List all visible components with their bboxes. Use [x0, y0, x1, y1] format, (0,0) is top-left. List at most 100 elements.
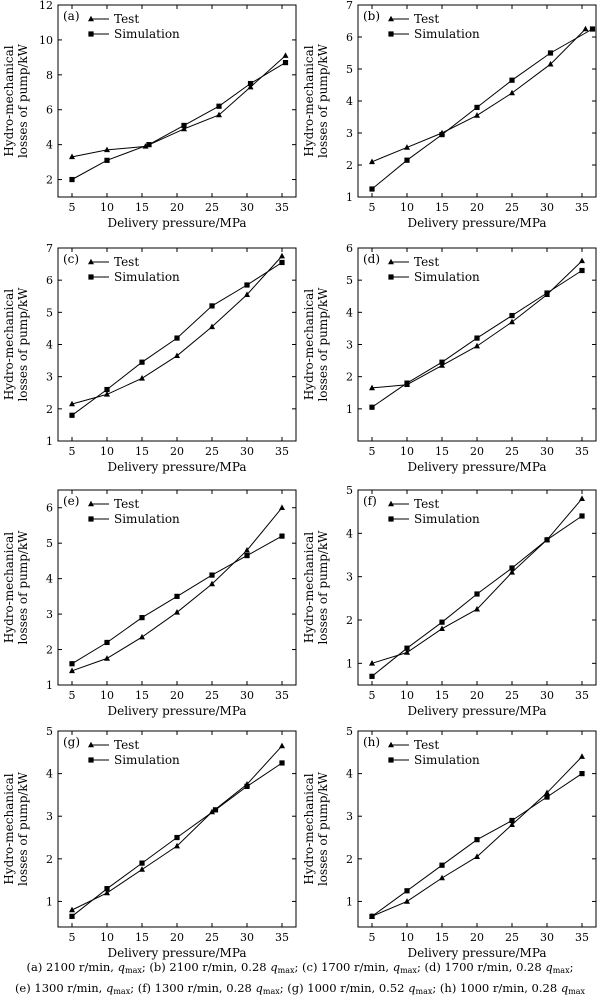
y-tick-label: 4: [46, 573, 53, 586]
x-tick-label: 30: [240, 689, 254, 702]
x-tick-label: 30: [540, 201, 554, 214]
legend-entry-test: Test: [88, 255, 139, 269]
y-axis-label-line-1: Hydro-mechanical: [2, 289, 16, 400]
series-test: [369, 25, 589, 165]
x-tick-label: 5: [369, 689, 376, 702]
data-point-simulation: [174, 834, 180, 841]
chart-panel-a: 5 10 15 20 25 30 35 2 4 6 8 10 12 Delivery pressure/M…: [2, 0, 297, 230]
x-axis-label: Delivery pressure/MPa: [107, 460, 246, 474]
x-tick-label: 10: [100, 201, 114, 214]
data-point-simulation: [439, 132, 445, 138]
legend-marker-triangle: [388, 15, 394, 22]
data-point-test: [69, 153, 75, 160]
data-point-simulation: [369, 404, 375, 410]
y-tick-label: 3: [346, 127, 353, 140]
data-point-test: [209, 323, 215, 330]
data-point-simulation: [579, 267, 585, 274]
data-point-simulation: [244, 282, 250, 288]
legend-label: Test: [114, 12, 139, 26]
data-point-test: [181, 125, 187, 132]
x-axis-label: Delivery pressure/MPa: [107, 704, 246, 718]
x-tick-label: 20: [470, 689, 484, 702]
legend-entry-test: Test: [388, 12, 439, 26]
caption-c: (c) 1700 r/min, qmax;: [302, 960, 425, 975]
data-point-simulation: [174, 593, 180, 599]
data-point-simulation: [474, 591, 480, 597]
x-tick-label: 5: [69, 201, 76, 214]
chart-panel-d: 5 10 15 20 25 30 35 1 2 3 4 5 6 Delivery pressure/MPa…: [302, 242, 597, 474]
x-axis-label: Delivery pressure/MPa: [107, 946, 246, 960]
x-tick-label: 25: [205, 689, 219, 702]
x-tick-label: 35: [575, 689, 589, 702]
x-tick-label: 15: [135, 689, 149, 702]
y-axis-label-line-1: Hydro-mechanical: [2, 532, 16, 643]
y-tick-label: 5: [46, 537, 53, 550]
data-point-simulation: [544, 794, 550, 800]
series-line-simulation: [371, 28, 593, 190]
y-tick-label: 4: [46, 768, 53, 781]
legend-entry-test: Test: [88, 738, 139, 752]
x-tick-label: 25: [505, 445, 519, 458]
legend-marker-square: [388, 757, 394, 763]
y-tick-label: 3: [346, 810, 353, 823]
data-point-test: [282, 52, 289, 58]
data-point-test: [474, 112, 480, 118]
legend-label: Simulation: [414, 27, 480, 41]
x-tick-label: 20: [470, 931, 484, 944]
series-simulation: [369, 26, 596, 192]
legend-marker-square: [88, 516, 94, 522]
panel-label: (b): [363, 9, 380, 23]
y-tick-label: 6: [46, 502, 53, 515]
legend-entry-test: Test: [88, 497, 139, 511]
data-point-simulation: [69, 412, 75, 418]
data-point-simulation: [69, 176, 75, 183]
x-axis-label: Delivery pressure/MPa: [407, 216, 546, 230]
data-point-simulation: [282, 60, 289, 66]
series-simulation: [369, 513, 585, 679]
legend-entry-simulation: Simulation: [88, 27, 180, 41]
legend-label: Test: [114, 497, 139, 511]
y-tick-label: 8: [46, 69, 53, 82]
series-simulation: [369, 771, 585, 919]
x-tick-label: 20: [470, 445, 484, 458]
data-point-simulation: [439, 862, 445, 868]
y-axis-label-line-2: losses of pump/kW: [316, 771, 330, 886]
x-axis-label: Delivery pressure/MPa: [407, 460, 546, 474]
data-point-test: [509, 821, 515, 828]
y-axis-label-line-1: Hydro-mechanical: [2, 773, 16, 884]
data-point-simulation: [181, 122, 187, 129]
panel-label: (h): [363, 735, 380, 749]
series-simulation: [69, 60, 289, 183]
y-tick-label: 7: [46, 242, 53, 255]
y-axis-label-line-2: losses of pump/kW: [16, 771, 30, 886]
data-point-simulation: [509, 312, 515, 319]
legend-entry-simulation: Simulation: [388, 753, 480, 767]
legend-marker-triangle: [88, 741, 94, 748]
y-tick-label: 1: [46, 679, 53, 692]
x-tick-label: 5: [69, 689, 76, 702]
chart-panel-h: 5 10 15 20 25 30 35 1 2 3 4 5 Delivery pressure/MPa H…: [302, 725, 597, 960]
data-point-simulation: [369, 186, 375, 192]
series-line-simulation: [371, 773, 583, 917]
data-point-test: [174, 609, 180, 615]
x-tick-label: 25: [205, 201, 219, 214]
data-point-simulation: [279, 533, 285, 539]
x-tick-label: 30: [240, 931, 254, 944]
data-point-simulation: [509, 565, 515, 571]
chart-panel-f: 5 10 15 20 25 30 35 1 2 3 4 5 Delivery pressure/MPa H…: [302, 484, 597, 718]
data-point-test: [404, 144, 410, 150]
x-axis-label: Delivery pressure/MPa: [407, 946, 546, 960]
series-line-test: [71, 745, 283, 911]
series-test: [69, 504, 285, 674]
legend-marker-triangle: [88, 15, 94, 22]
legend-label: Test: [414, 738, 439, 752]
y-tick-label: 5: [346, 274, 353, 287]
x-tick-label: 25: [505, 201, 519, 214]
data-point-test: [579, 495, 585, 501]
caption-a: (a) 2100 r/min, qmax;: [26, 960, 150, 975]
y-axis-label-line-2: losses of pump/kW: [316, 43, 330, 158]
data-point-simulation: [247, 80, 254, 87]
y-tick-label: 4: [346, 306, 353, 319]
y-axis-label-line-2: losses of pump/kW: [16, 530, 30, 645]
x-tick-label: 15: [135, 931, 149, 944]
